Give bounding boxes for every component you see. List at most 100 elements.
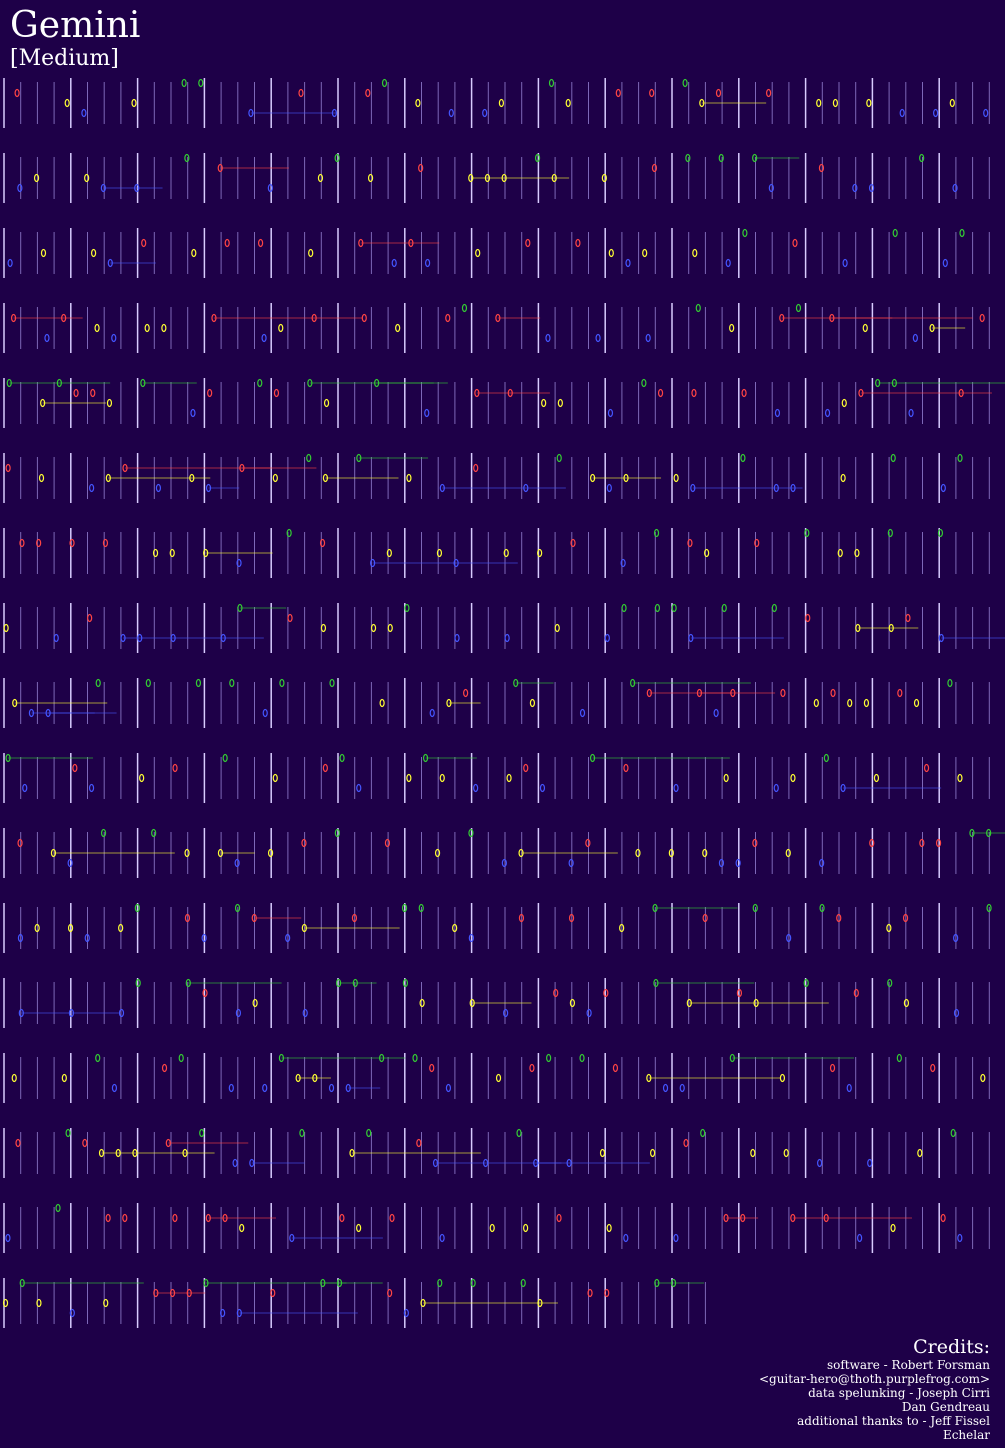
note [328,1083,335,1093]
note [691,388,697,398]
note [172,1213,178,1223]
note [673,783,679,793]
note [89,483,95,493]
note [795,303,802,313]
note [740,1213,746,1223]
note [248,108,254,118]
note [17,933,24,943]
note [236,1308,242,1318]
note [81,108,87,118]
note [236,558,242,568]
note [545,333,551,343]
note [548,78,555,88]
note [620,558,626,568]
note [790,483,796,493]
note [434,848,441,858]
note [673,473,679,483]
note [69,538,75,548]
note [140,378,146,388]
note [700,1128,706,1138]
note [650,1148,656,1158]
note [468,828,474,838]
note [750,1148,756,1158]
note [111,1083,118,1093]
note [855,623,861,633]
note [673,1233,679,1243]
note [754,538,760,548]
note [752,838,758,848]
note [501,858,507,868]
note [556,453,562,463]
note [178,1053,184,1063]
note [702,848,708,858]
note [507,388,513,398]
note [890,453,896,463]
note [952,183,958,193]
note [82,1138,88,1148]
note [923,763,930,773]
note [61,313,67,323]
note [484,173,491,183]
note [690,483,696,493]
note [503,1008,509,1018]
note [829,1063,836,1073]
note [692,248,698,258]
song-title: Gemini [10,5,141,46]
credits-heading: Credits: [913,1336,990,1358]
note [432,1158,439,1168]
note [740,453,746,463]
note [525,238,531,248]
note [541,398,547,408]
note [671,603,677,613]
note [468,933,474,943]
note [36,538,42,548]
note [191,248,197,258]
note [203,1278,209,1288]
note [607,408,614,418]
note [771,603,777,613]
note [612,1063,619,1073]
note [106,398,113,408]
note [184,913,191,923]
note [862,323,868,333]
note [896,1053,902,1063]
note [725,258,731,268]
note [134,903,140,913]
note [56,378,62,388]
note [534,153,541,163]
note [718,858,725,868]
note [289,1233,295,1243]
note [473,783,479,793]
note [621,603,627,613]
note [938,633,944,643]
note [575,238,581,248]
note [302,1008,308,1018]
note [55,1203,61,1213]
note [152,548,159,558]
note [623,473,629,483]
note [95,678,101,688]
note [249,1158,255,1168]
note [170,633,176,643]
note [103,1298,109,1308]
note [840,783,846,793]
note [625,258,631,268]
note [195,678,202,688]
note [387,623,393,633]
note [5,463,11,473]
note [356,783,362,793]
note [979,313,985,323]
note [888,623,894,633]
note [234,903,241,913]
note [389,1213,395,1223]
note [668,848,674,858]
note [474,388,480,398]
note [50,848,57,858]
note [295,1073,301,1083]
note [533,1158,539,1168]
note [529,698,536,708]
note-sheet [2,78,1005,1328]
note [816,98,822,108]
note [649,88,655,98]
note [766,88,772,98]
